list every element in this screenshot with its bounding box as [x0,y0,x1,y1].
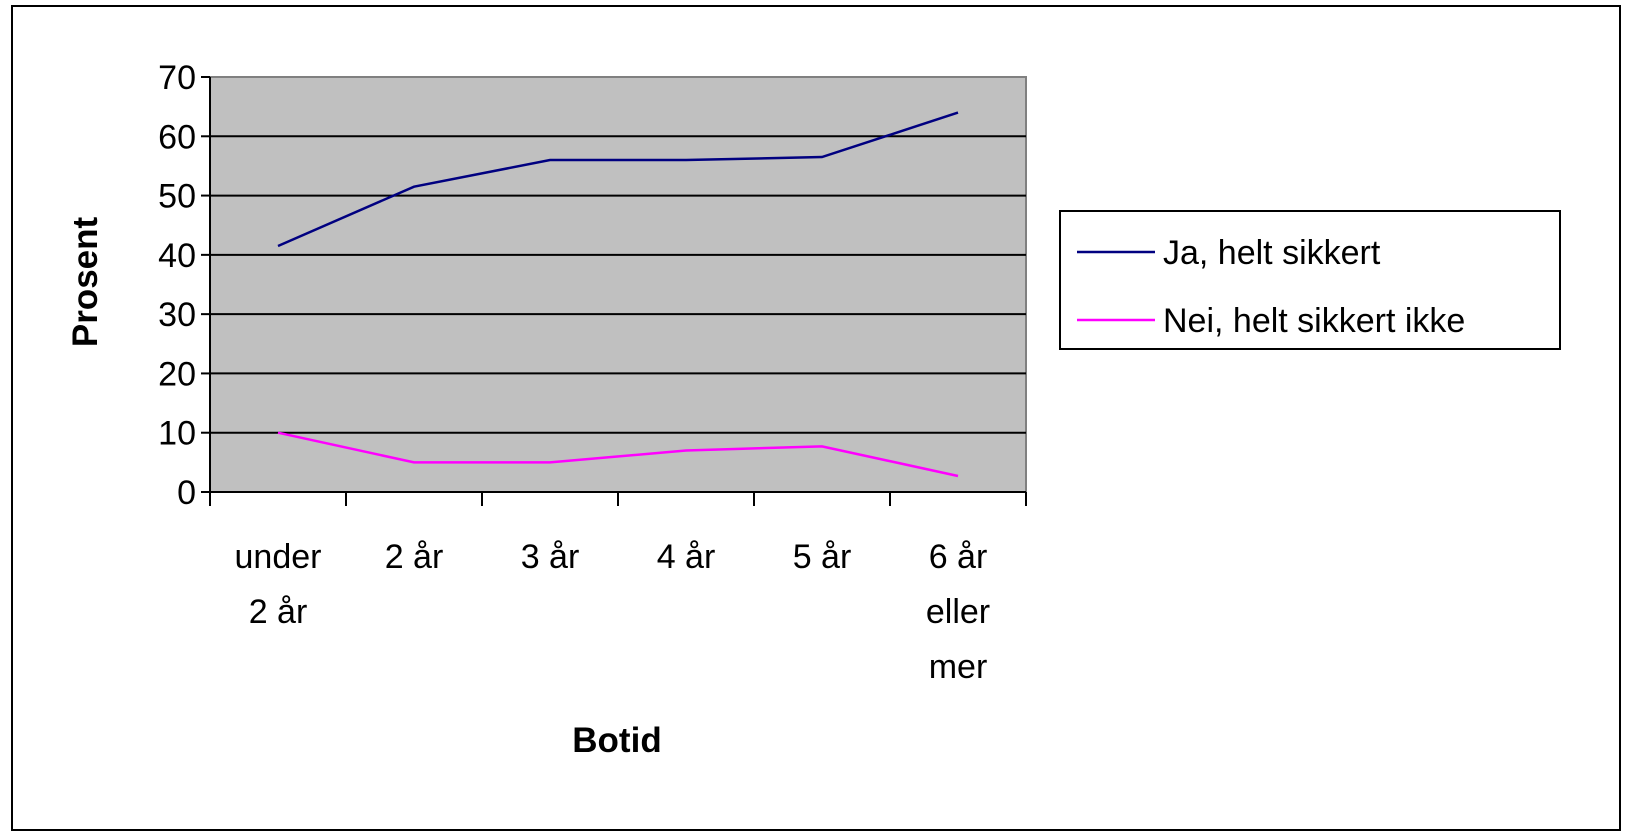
x-tick-label: 4 år [657,538,716,576]
x-tick-label: 3 år [521,538,580,576]
x-tick-label-line: under [235,538,322,576]
x-tick-label-line: 5 år [793,538,852,576]
x-tick-label-line: 4 år [657,538,716,576]
x-tick-label-line: 2 år [249,593,308,631]
gridlines [210,135,1026,434]
y-axis: 0 10 20 30 40 50 60 70 [158,59,211,512]
series-line-1 [277,111,959,248]
series-line-2 [277,431,959,478]
y-tick-label: 10 [158,415,196,453]
y-tick-label: 40 [158,237,196,275]
x-tick-label-line: eller [926,593,990,631]
x-tick-label-line: 2 år [385,538,444,576]
series-layer [277,111,959,478]
x-tick-label-line: 6 år [929,538,988,576]
plot-area [209,76,1027,493]
x-tick-label: 5 år [793,538,852,576]
y-axis-title: Prosent [66,217,105,348]
x-tick-label: 2 år [385,538,444,576]
y-tick-label: 60 [158,118,196,156]
y-tick-label: 50 [158,178,196,216]
legend-label-2: Nei, helt sikkert ikke [1163,302,1465,340]
x-axis: under 2 år 2 år 3 år 4 år 5 år 6 år eller mer [209,491,1027,686]
y-tick-label: 30 [158,296,196,334]
x-tick-label: under 2 år [235,538,322,631]
y-tick-label: 20 [158,355,196,393]
y-tick-label: 0 [177,474,196,512]
x-tick-label-line: 3 år [521,538,580,576]
y-tick-label: 70 [158,59,196,97]
x-tick-label-line: mer [929,648,988,686]
legend: Ja, helt sikkert Nei, helt sikkert ikke [1059,210,1561,350]
legend-box [1059,210,1561,350]
x-tick-label: 6 år eller mer [926,538,990,686]
x-axis-title: Botid [572,721,661,760]
legend-label-1: Ja, helt sikkert [1163,234,1381,272]
